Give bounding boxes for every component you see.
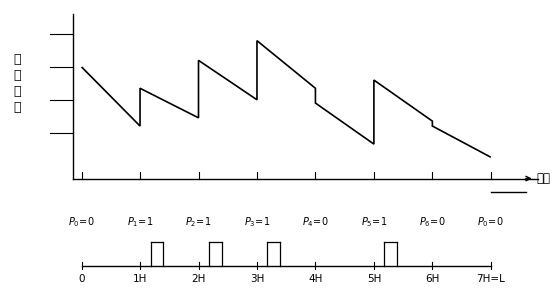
Text: $P_5\!=\!1$: $P_5\!=\!1$ (361, 215, 387, 229)
Text: $P_6\!=\!0$: $P_6\!=\!0$ (419, 215, 446, 229)
Text: $P_1\!=\!1$: $P_1\!=\!1$ (127, 215, 153, 229)
Text: 6H: 6H (425, 274, 440, 285)
Text: $P_0\!=\!0$: $P_0\!=\!0$ (478, 215, 504, 229)
Text: $P_3\!=\!1$: $P_3\!=\!1$ (244, 215, 270, 229)
Text: 4H: 4H (308, 274, 323, 285)
Text: 3H: 3H (250, 274, 264, 285)
Text: 时间: 时间 (536, 172, 550, 185)
Text: 散
射
功
率: 散 射 功 率 (13, 53, 21, 114)
Text: $P_2\!=\!1$: $P_2\!=\!1$ (185, 215, 212, 229)
Text: 7H=L: 7H=L (477, 274, 505, 285)
Text: $P_0\!=\!0$: $P_0\!=\!0$ (68, 215, 95, 229)
Text: 5H: 5H (367, 274, 381, 285)
Text: 2H: 2H (192, 274, 206, 285)
Text: 1H: 1H (133, 274, 147, 285)
Text: 0: 0 (78, 274, 85, 285)
Text: $P_4\!=\!0$: $P_4\!=\!0$ (302, 215, 329, 229)
